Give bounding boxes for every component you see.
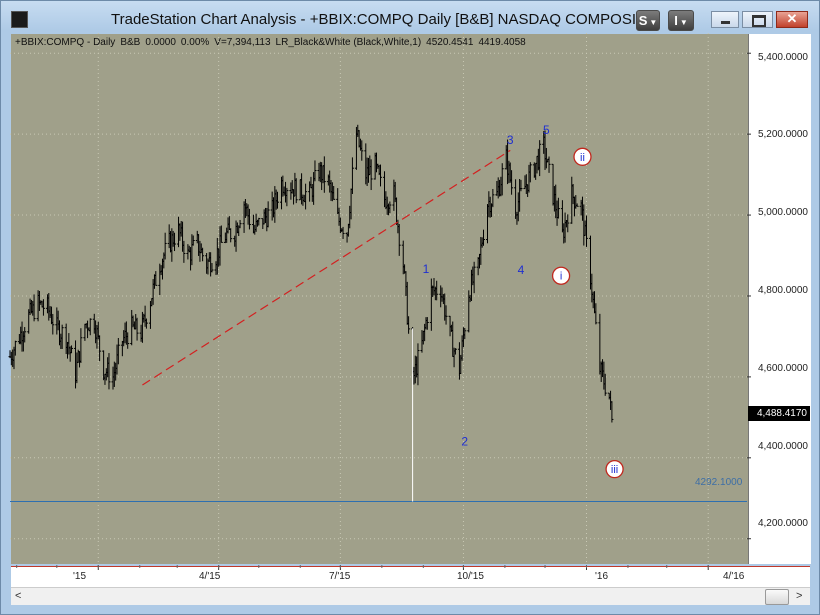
indicator-dropdown-button[interactable]: I ▼ [668, 10, 694, 31]
status-value-2: 4419.4058 [478, 37, 526, 48]
status-value-1: 4520.4541 [426, 37, 474, 48]
style-dropdown-button[interactable]: S ▼ [636, 10, 660, 31]
chart-plot-area[interactable] [11, 34, 748, 564]
price-tick-label: 4,400.0000 [757, 441, 808, 452]
scroll-right-icon[interactable]: > [796, 590, 803, 602]
maximize-button[interactable] [742, 11, 773, 28]
time-tick-label: '16 [595, 571, 609, 582]
price-tick-label: 4,600.0000 [757, 363, 808, 374]
window-title: TradeStation Chart Analysis - +BBIX:COMP… [111, 11, 646, 28]
wave-label: 1 [423, 262, 430, 276]
time-tick-label: 4/'16 [723, 571, 745, 582]
chevron-down-icon: ▼ [679, 18, 688, 27]
trendline [142, 149, 511, 386]
title-bar[interactable]: TradeStation Chart Analysis - +BBIX:COMP… [1, 1, 819, 35]
scrollbar-thumb[interactable] [765, 589, 789, 605]
time-tick-label: '15 [73, 571, 87, 582]
wave-label: iii [611, 464, 618, 476]
time-tick-label: 4/'15 [199, 571, 221, 582]
close-icon: ✕ [786, 11, 798, 26]
wave-label: i [560, 271, 562, 283]
minimize-icon [721, 21, 730, 24]
status-pct-change: 0.00% [180, 37, 210, 48]
price-tick-label: 5,000.0000 [757, 207, 808, 218]
scroll-left-icon[interactable]: < [15, 590, 22, 602]
status-line: +BBIX:COMPQ - Daily B&B 0.0000 0.00% V=7,394… [15, 37, 531, 48]
time-tick-label: 7/'15 [329, 571, 351, 582]
chevron-down-icon: ▼ [649, 18, 658, 27]
status-symbol: +BBIX:COMPQ - Daily [15, 37, 116, 48]
wave-label: ii [580, 152, 585, 164]
wave-label-circle [551, 266, 571, 285]
close-button[interactable]: ✕ [776, 11, 808, 28]
maximize-icon [752, 15, 766, 27]
wave-label: 5 [543, 123, 550, 137]
price-tick-label: 4,800.0000 [757, 285, 808, 296]
wave-label: 3 [507, 133, 514, 147]
app-icon [11, 11, 28, 28]
time-tick-label: 10/'15 [457, 571, 484, 582]
status-study: LR_Black&White (Black,White,1) [275, 37, 422, 48]
wave-label-circle [573, 147, 592, 166]
price-tick-label: 5,400.0000 [757, 52, 808, 63]
time-axis[interactable]: '15 4/'15 7/'15 10/'15 '16 4/'16 [11, 566, 810, 588]
price-tick-label: 5,200.0000 [757, 129, 808, 140]
status-tag: B&B [120, 37, 141, 48]
wave-label-circle [605, 459, 624, 479]
wave-label: 2 [461, 435, 468, 449]
last-price-label: 4,488.4170 [748, 406, 810, 421]
horizontal-scrollbar[interactable]: < > [11, 587, 810, 605]
wave-label: 4 [518, 263, 525, 277]
minimize-button[interactable] [711, 11, 739, 28]
status-net-change: 0.0000 [145, 37, 176, 48]
status-volume: V=7,394,113 [214, 37, 271, 48]
price-axis[interactable]: 5,400.0000 5,200.0000 5,000.0000 4,800.0… [748, 34, 811, 564]
horizontal-level-label: 4292.1000 [695, 477, 743, 488]
price-tick-label: 4,200.0000 [757, 518, 808, 529]
